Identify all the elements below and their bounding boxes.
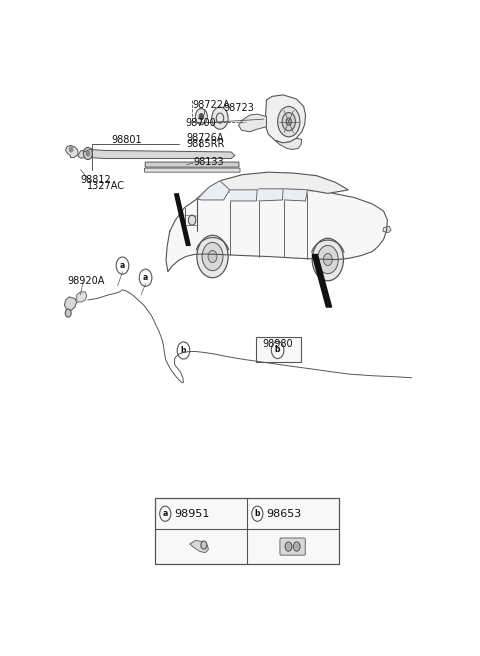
Text: 98700: 98700 bbox=[186, 118, 216, 128]
Text: 9885RR: 9885RR bbox=[186, 139, 225, 150]
Text: b: b bbox=[254, 509, 260, 518]
FancyBboxPatch shape bbox=[256, 337, 301, 361]
Polygon shape bbox=[175, 194, 190, 245]
Polygon shape bbox=[312, 255, 332, 307]
Circle shape bbox=[286, 118, 291, 125]
Circle shape bbox=[277, 106, 300, 137]
Text: 98653: 98653 bbox=[266, 509, 301, 519]
Text: 98726A: 98726A bbox=[186, 133, 224, 143]
Text: 98812: 98812 bbox=[81, 174, 111, 185]
Polygon shape bbox=[77, 292, 87, 302]
Circle shape bbox=[282, 113, 296, 131]
Polygon shape bbox=[284, 189, 307, 201]
Text: 98980: 98980 bbox=[263, 339, 293, 349]
Text: 98951: 98951 bbox=[174, 509, 210, 519]
Circle shape bbox=[202, 242, 223, 271]
Polygon shape bbox=[275, 138, 302, 150]
FancyBboxPatch shape bbox=[280, 538, 305, 555]
Text: 98723: 98723 bbox=[224, 103, 254, 113]
Text: b: b bbox=[275, 346, 280, 354]
Circle shape bbox=[285, 542, 292, 551]
Polygon shape bbox=[197, 172, 348, 199]
Text: 98133: 98133 bbox=[193, 157, 224, 167]
Polygon shape bbox=[230, 190, 257, 201]
Circle shape bbox=[295, 544, 298, 548]
Text: 98722A: 98722A bbox=[192, 100, 230, 110]
Polygon shape bbox=[197, 181, 229, 200]
Polygon shape bbox=[64, 297, 77, 311]
Circle shape bbox=[86, 151, 90, 156]
FancyBboxPatch shape bbox=[145, 162, 239, 167]
Polygon shape bbox=[78, 150, 235, 159]
FancyBboxPatch shape bbox=[144, 168, 240, 172]
Circle shape bbox=[293, 542, 300, 551]
Text: 98920A: 98920A bbox=[67, 276, 105, 286]
Polygon shape bbox=[265, 95, 305, 143]
Circle shape bbox=[188, 215, 196, 225]
Polygon shape bbox=[66, 146, 78, 157]
Circle shape bbox=[69, 147, 73, 152]
Text: a: a bbox=[163, 509, 168, 518]
Polygon shape bbox=[239, 114, 266, 132]
Circle shape bbox=[201, 541, 207, 549]
FancyBboxPatch shape bbox=[155, 498, 339, 564]
Circle shape bbox=[195, 108, 207, 125]
Text: a: a bbox=[120, 261, 125, 270]
Circle shape bbox=[324, 253, 332, 266]
Circle shape bbox=[208, 251, 217, 262]
Circle shape bbox=[65, 309, 71, 317]
Circle shape bbox=[199, 113, 204, 119]
Circle shape bbox=[287, 544, 290, 548]
Circle shape bbox=[212, 107, 228, 129]
Polygon shape bbox=[166, 188, 387, 272]
Text: a: a bbox=[143, 274, 148, 282]
Polygon shape bbox=[383, 226, 391, 233]
Circle shape bbox=[312, 238, 344, 281]
Circle shape bbox=[197, 236, 228, 277]
Polygon shape bbox=[259, 189, 283, 201]
Polygon shape bbox=[190, 541, 208, 552]
Text: 1327AC: 1327AC bbox=[87, 181, 125, 191]
Circle shape bbox=[317, 245, 338, 274]
Circle shape bbox=[84, 148, 92, 159]
Text: b: b bbox=[181, 346, 186, 355]
Text: 98801: 98801 bbox=[111, 135, 142, 146]
